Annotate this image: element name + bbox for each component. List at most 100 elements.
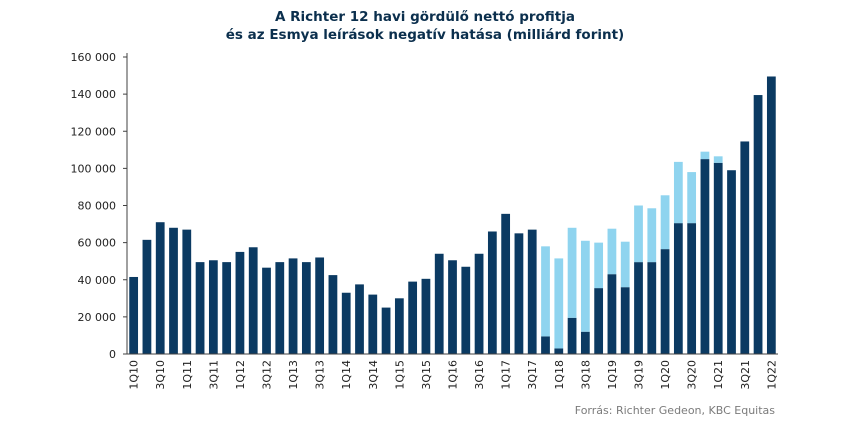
x-tick-label: 1Q14 xyxy=(340,360,353,390)
bar-net-profit-4Q18 xyxy=(594,288,604,354)
bar-net-profit-2Q12 xyxy=(248,247,258,354)
bar-net-profit-3Q20 xyxy=(687,223,697,354)
x-tick-label: 3Q15 xyxy=(420,360,433,390)
y-tick-label: 100 000 xyxy=(71,162,117,175)
bar-net-profit-2Q18 xyxy=(567,317,577,354)
x-tick-label: 3Q10 xyxy=(154,360,167,390)
x-tick-label: 1Q12 xyxy=(234,360,247,390)
bar-net-profit-2Q10 xyxy=(142,239,152,354)
bar-net-profit-4Q10 xyxy=(169,227,178,354)
x-tick-label: 3Q14 xyxy=(367,360,380,390)
bar-net-profit-1Q14 xyxy=(341,292,351,354)
bar-net-profit-2Q20 xyxy=(673,223,683,354)
x-tick-label: 3Q13 xyxy=(314,360,327,390)
bar-esmya-effect-1Q21 xyxy=(713,156,723,163)
bar-net-profit-3Q18 xyxy=(580,331,590,354)
y-tick-label: 80 000 xyxy=(78,200,117,213)
bar-esmya-effect-1Q20 xyxy=(660,195,670,250)
bar-net-profit-2Q14 xyxy=(355,284,364,354)
bar-net-profit-1Q12 xyxy=(235,251,245,354)
source-note: Forrás: Richter Gedeon, KBC Equitas xyxy=(574,404,775,417)
bar-net-profit-4Q17 xyxy=(541,336,550,354)
y-tick-label: 20 000 xyxy=(78,311,117,324)
x-tick-label: 1Q16 xyxy=(447,360,460,390)
bar-esmya-effect-4Q18 xyxy=(594,242,604,289)
bar-esmya-effect-1Q18 xyxy=(554,258,564,349)
bar-esmya-effect-2Q18 xyxy=(567,227,577,318)
bar-esmya-effect-4Q19 xyxy=(647,208,657,263)
bar-esmya-effect-4Q20 xyxy=(700,151,710,160)
x-tick-label: 3Q19 xyxy=(633,360,646,390)
bar-net-profit-1Q20 xyxy=(660,249,670,354)
bars-layer xyxy=(129,76,776,355)
bar-net-profit-3Q16 xyxy=(474,253,484,354)
bar-net-profit-3Q15 xyxy=(421,278,431,354)
bar-net-profit-4Q11 xyxy=(222,262,232,354)
bar-net-profit-4Q12 xyxy=(275,262,285,354)
bar-net-profit-2Q11 xyxy=(195,262,205,354)
bar-net-profit-1Q10 xyxy=(129,276,139,354)
y-tick-label: 140 000 xyxy=(71,88,117,101)
bar-esmya-effect-3Q20 xyxy=(687,172,697,224)
chart-title-line-2: és az Esmya leírások negatív hatása (mil… xyxy=(225,27,625,43)
bar-esmya-effect-3Q19 xyxy=(634,205,643,263)
bar-net-profit-2Q21 xyxy=(727,170,736,354)
x-tick-label: 3Q11 xyxy=(207,360,220,390)
x-tick-label: 1Q17 xyxy=(500,360,513,390)
bar-net-profit-1Q15 xyxy=(394,298,404,354)
y-tick-label: 60 000 xyxy=(78,237,117,250)
bar-esmya-effect-2Q20 xyxy=(673,161,683,224)
bar-net-profit-1Q13 xyxy=(288,258,298,354)
x-tick-label: 1Q22 xyxy=(765,360,778,390)
bar-net-profit-1Q22 xyxy=(766,76,776,355)
bar-net-profit-2Q15 xyxy=(408,281,418,354)
bar-net-profit-2Q13 xyxy=(301,262,311,354)
bar-net-profit-1Q16 xyxy=(448,260,457,354)
bar-net-profit-1Q21 xyxy=(713,162,723,354)
bar-esmya-effect-1Q19 xyxy=(607,228,617,275)
bar-esmya-effect-2Q19 xyxy=(620,241,630,288)
bar-net-profit-2Q19 xyxy=(620,287,630,354)
bar-net-profit-3Q11 xyxy=(208,260,218,354)
bar-net-profit-1Q18 xyxy=(554,348,564,354)
x-tick-label: 1Q15 xyxy=(393,360,406,390)
y-tick-label: 40 000 xyxy=(78,274,117,287)
x-tick-label: 3Q12 xyxy=(261,360,274,390)
x-tick-label: 3Q18 xyxy=(579,360,592,390)
x-tick-label: 3Q21 xyxy=(739,360,752,390)
x-tick-label: 1Q19 xyxy=(606,360,619,390)
bar-net-profit-3Q14 xyxy=(368,294,378,354)
bar-net-profit-4Q19 xyxy=(647,262,657,354)
x-tick-label: 1Q20 xyxy=(659,360,672,390)
bar-net-profit-3Q19 xyxy=(634,262,643,354)
y-tick-label: 0 xyxy=(109,348,116,361)
bar-net-profit-2Q16 xyxy=(461,266,471,354)
bar-net-profit-1Q19 xyxy=(607,274,617,354)
x-tick-label: 1Q11 xyxy=(181,360,194,390)
x-tick-label: 1Q18 xyxy=(553,360,566,390)
bar-net-profit-3Q12 xyxy=(262,267,271,354)
bar-net-profit-4Q21 xyxy=(753,95,763,355)
bar-net-profit-4Q14 xyxy=(381,307,391,354)
x-tick-label: 3Q17 xyxy=(526,360,539,390)
y-tick-label: 160 000 xyxy=(71,51,117,64)
bar-esmya-effect-4Q17 xyxy=(541,246,550,337)
bar-net-profit-3Q13 xyxy=(315,257,325,354)
x-tick-label: 1Q21 xyxy=(712,360,725,390)
x-tick-label: 1Q10 xyxy=(128,360,141,390)
bar-esmya-effect-3Q18 xyxy=(580,240,590,332)
x-tick-label: 3Q20 xyxy=(686,360,699,390)
bar-net-profit-3Q10 xyxy=(155,222,165,354)
x-tick-label: 3Q16 xyxy=(473,360,486,390)
bar-net-profit-4Q13 xyxy=(328,275,338,354)
bar-net-profit-3Q17 xyxy=(527,229,537,354)
chart-title: A Richter 12 havi gördülő nettó profitja… xyxy=(0,8,850,44)
chart-title-line-1: A Richter 12 havi gördülő nettó profitja xyxy=(275,9,575,25)
bar-net-profit-4Q15 xyxy=(434,253,444,354)
bar-net-profit-4Q16 xyxy=(487,231,497,354)
axes-layer: 0 20 000 40 000 60 000 80 000 100 000 120 000 1… xyxy=(71,51,779,390)
bar-net-profit-1Q17 xyxy=(501,213,511,354)
bar-net-profit-4Q20 xyxy=(700,159,710,354)
x-tick-label: 1Q13 xyxy=(287,360,300,390)
